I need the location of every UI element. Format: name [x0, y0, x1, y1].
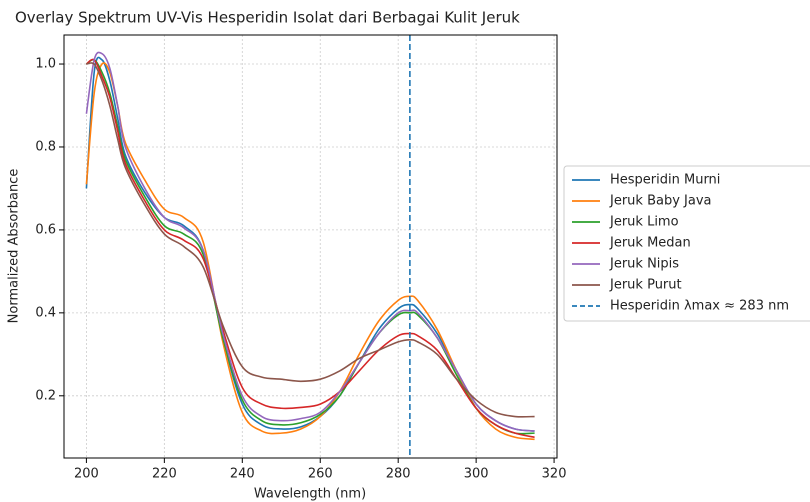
y-axis-label: Normalized Absorbance [7, 169, 22, 324]
series-line [85, 51, 535, 432]
y-tick-label: 0.4 [35, 305, 56, 320]
x-tick-label: 260 [308, 467, 333, 482]
legend-label: Jeruk Limo [609, 215, 679, 230]
x-tick-label: 240 [230, 467, 255, 482]
y-tick-label: 1.0 [35, 57, 56, 72]
chart-title: Overlay Spektrum UV-Vis Hesperidin Isola… [15, 9, 520, 27]
x-tick-label: 220 [152, 467, 177, 482]
x-tick-label: 320 [542, 467, 567, 482]
legend-label: Jeruk Purut [609, 278, 682, 293]
x-tick-label: 280 [386, 467, 411, 482]
series-line [85, 56, 535, 432]
y-tick-label: 0.6 [35, 222, 56, 237]
series-line [85, 58, 535, 439]
legend-box [563, 165, 810, 322]
legend-label: Jeruk Nipis [609, 257, 679, 272]
x-axis-label: Wavelength (nm) [254, 487, 366, 502]
y-tick-label: 0.2 [35, 388, 56, 403]
series-line [85, 58, 535, 435]
series-line [85, 62, 535, 441]
x-tick-label: 300 [464, 467, 489, 482]
legend-label: Hesperidin Murni [610, 173, 720, 188]
plot-frame [63, 34, 558, 459]
x-tick-label: 200 [74, 467, 99, 482]
legend-label: Hesperidin λmax ≈ 283 nm [610, 299, 789, 314]
series-line [86, 62, 535, 418]
legend-label: Jeruk Baby Java [609, 194, 712, 209]
y-tick-label: 0.8 [35, 139, 56, 154]
legend-label: Jeruk Medan [609, 236, 691, 251]
